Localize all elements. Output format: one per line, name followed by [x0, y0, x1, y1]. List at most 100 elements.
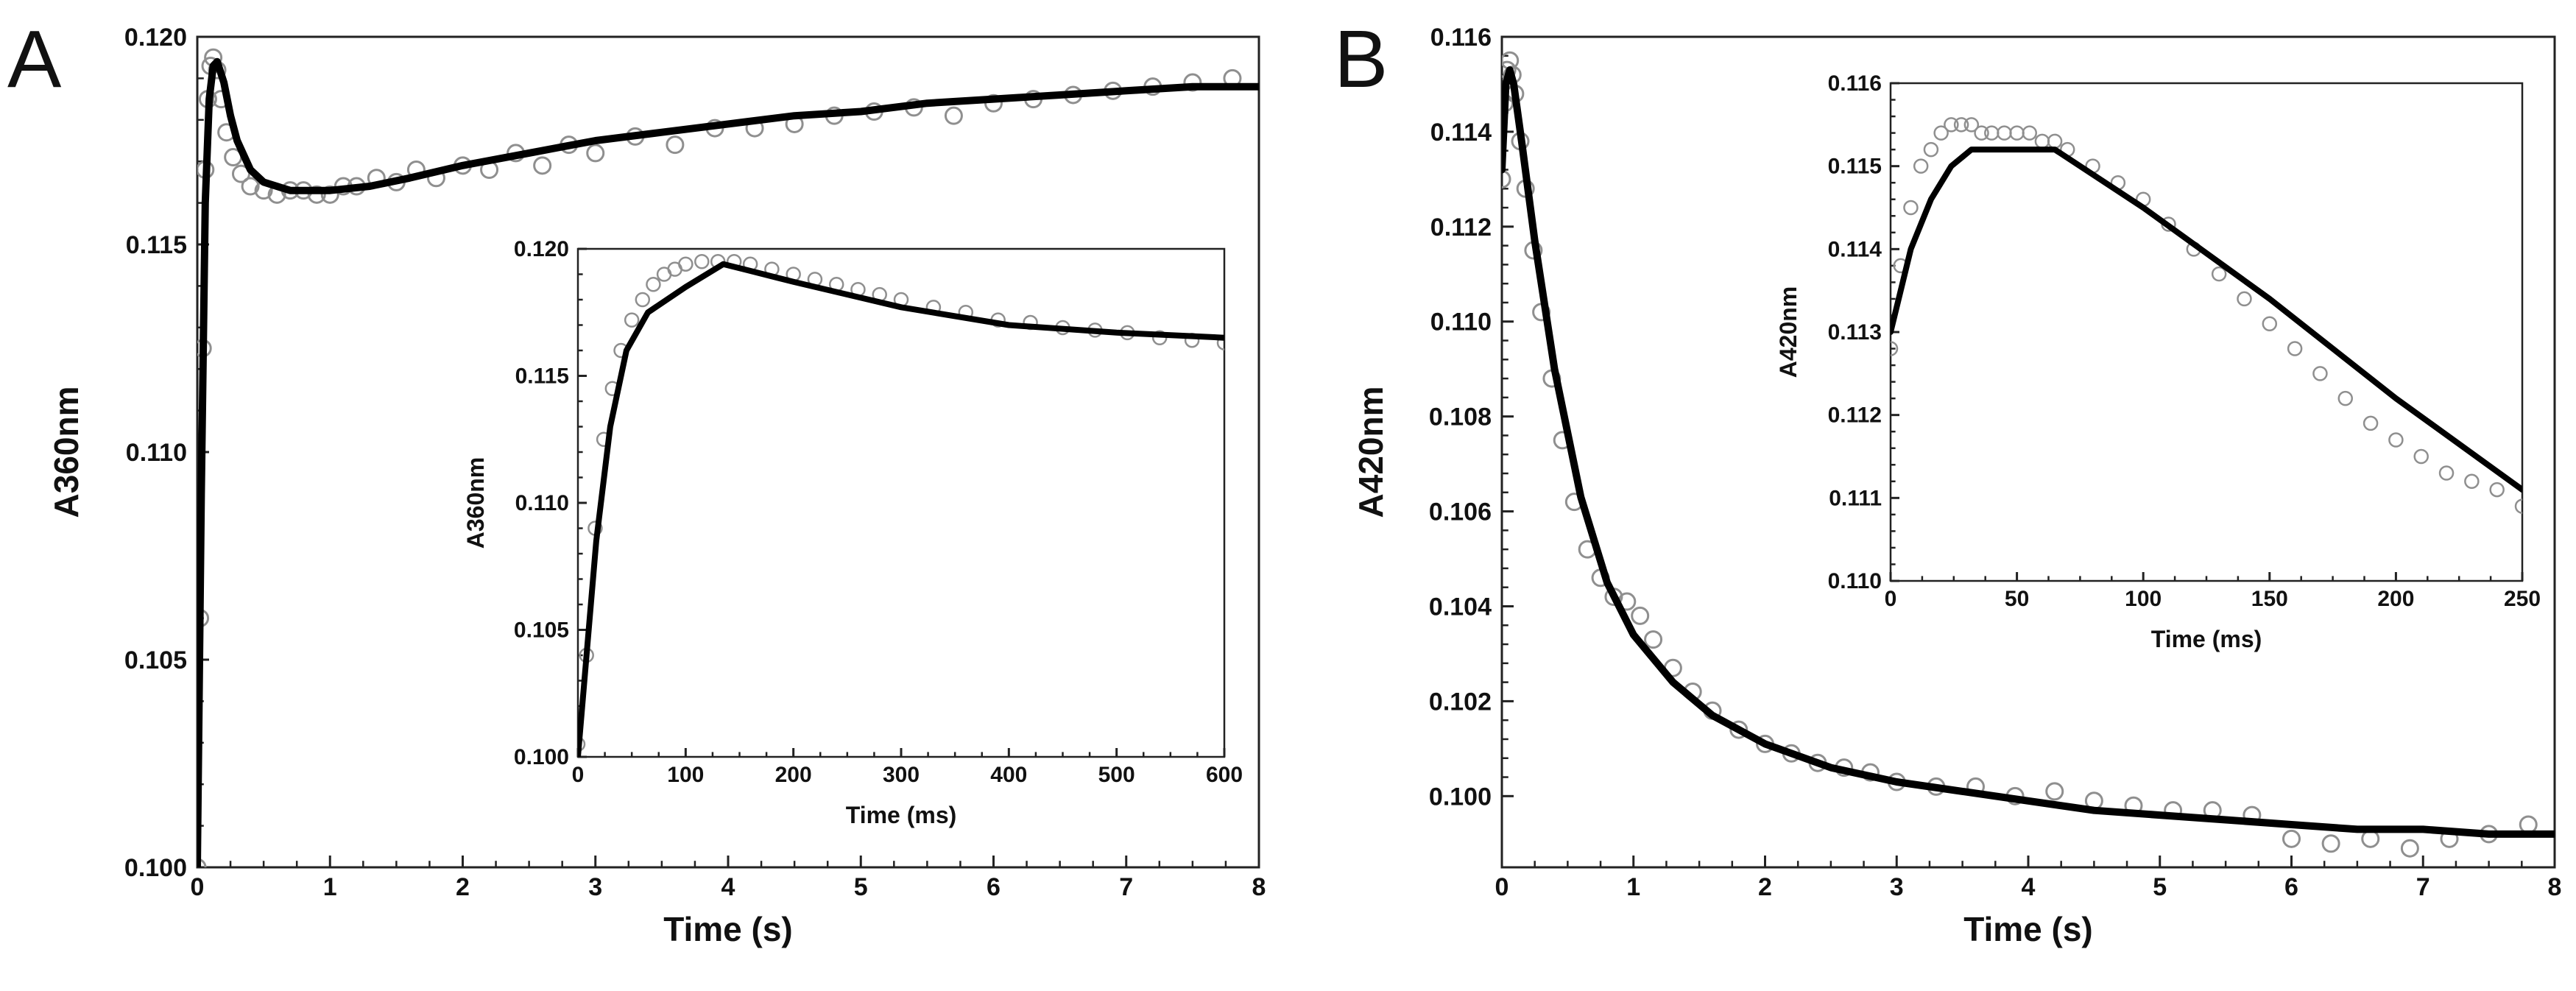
panel-b-main-y-axis-label: A420nm	[1352, 387, 1390, 518]
panel-a-main-data-group	[197, 48, 1259, 867]
panel-b-main-data-point	[1631, 606, 1650, 625]
panel-b-inset-data-point	[2237, 291, 2252, 307]
panel-a-inset-plot: 0 100 200 300 400 500 600 0.100 0.105 0.110 0.115 0…	[462, 237, 1243, 828]
panel-a-main-x-tick-label: 4	[721, 873, 735, 901]
panel-b-inset-data-point	[2262, 316, 2278, 331]
panel-a-inset-y-tick-label: 0.115	[515, 364, 569, 389]
panel-b: B 0 1 2 3 4 5 6 7 8 0.100 0.102 0.104 0.106 0.108 0.11…	[1334, 14, 2561, 948]
panel-a-main-y-tick-label: 0.110	[126, 439, 187, 467]
panel-b-main-x-tick-label: 6	[2284, 873, 2298, 901]
panel-a-inset-x-tick-label: 200	[775, 763, 812, 787]
panel-a-inset-y-tick-label: 0.120	[514, 237, 569, 261]
panel-b-main-data-point	[2400, 839, 2419, 858]
panel-a-main-data-point	[231, 164, 250, 183]
panel-a-inset-data-point	[646, 277, 661, 292]
panel-a-inset-x-tick-label: 0	[572, 763, 585, 787]
panel-a-inset-data-point	[1216, 335, 1224, 350]
panel-b-inset-data-point	[2464, 473, 2480, 490]
panel-b-inset-data-point	[1913, 158, 1929, 174]
panel-b-inset-y-tick-label: 0.111	[1829, 486, 1882, 510]
panel-b-inset-data-point	[2362, 415, 2379, 431]
panel-b-inset-data-point	[1944, 117, 1959, 133]
panel-b-inset-y-axis-label: A420nm	[1775, 286, 1802, 378]
panel-b-main-y-tick-label: 0.104	[1429, 593, 1492, 621]
panel-b-main-plot: 0 1 2 3 4 5 6 7 80.1000.1020.1040.1060.1080.1100…	[1352, 24, 2561, 948]
panel-b-main-data-point	[2282, 829, 2301, 848]
panel-b-main-data-point	[2321, 834, 2340, 853]
panel-b-main-y-tick-label: 0.112	[1430, 214, 1492, 241]
panel-b-main-data-point	[1502, 169, 1511, 188]
panel-a-main-x-axis-label: Time (s)	[663, 910, 793, 948]
panel-b-inset-data-point	[1923, 141, 1939, 158]
panel-b-main-x-tick-label: 3	[1890, 873, 1904, 901]
panel-b-main-y-tick-label: 0.106	[1429, 498, 1492, 526]
panel-b-inset-x-tick-label: 50	[2005, 587, 2029, 611]
panel-b-inset-x-tick-label: 200	[2377, 587, 2414, 611]
panel-b-inset-data-point	[2022, 125, 2038, 141]
panel-b-inset-data-point	[2438, 465, 2455, 481]
panel-b-inset-data-point	[2388, 432, 2404, 448]
panel-a-main-data-point	[533, 156, 552, 175]
panel-a-inset-x-axis-label: Time (ms)	[846, 802, 957, 828]
panel-b-main-x-tick-label: 7	[2416, 873, 2430, 901]
panel-b-main-y-tick-label: 0.114	[1430, 119, 1492, 147]
panel-b-inset-data-point	[2514, 498, 2522, 514]
panel-a-inset-x-tick-label: 300	[883, 763, 920, 787]
panel-b-inset-x-axis-label: Time (ms)	[2151, 626, 2262, 652]
panel-a-main-plot: 0 1 2 3 4 5 6 7 8 0.100 0.105 0.110 0.115 0.120 Time (…	[47, 24, 1266, 948]
panel-b-inset-data-point	[2211, 266, 2227, 282]
panel-a-main-data-point	[307, 185, 326, 204]
panel-b-main-x-tick-label: 1	[1626, 873, 1640, 901]
panel-a-inset-data-point	[678, 256, 694, 272]
panel-b-inset-data-point	[2312, 366, 2328, 381]
panel-a-inset-data-point	[635, 292, 651, 308]
panel-b-main-data-point	[2361, 829, 2380, 848]
panel-b-main-fit-line	[1502, 66, 2555, 838]
panel-b-main-y-tick-label: 0.108	[1429, 403, 1492, 431]
panel-b-inset-fit-line	[1891, 147, 2522, 493]
panel-letter-a: A	[7, 14, 62, 105]
panel-b-inset-data-point	[1891, 341, 1899, 356]
panel-b-inset-x-tick-label: 100	[2125, 587, 2162, 611]
panel-b-main-x-tick-label: 4	[2022, 873, 2036, 901]
panel-b-inset-y-tick-label: 0.115	[1828, 155, 1882, 179]
panel-b-main-data-point	[1644, 630, 1663, 649]
panel-b-inset-data-point	[2337, 390, 2354, 406]
panel-a-main-data-point	[241, 177, 260, 196]
panel-b-main-y-tick-label: 0.110	[1430, 308, 1492, 336]
panel-a-main-x-tick-label: 7	[1119, 873, 1133, 901]
panel-letter-b: B	[1334, 14, 1388, 105]
panel-b-inset-x-tick-label: 0	[1885, 587, 1897, 611]
panel-b-inset-y-tick-label: 0.116	[1828, 71, 1882, 96]
panel-a: A 0 1 2 3 4 5 6 7 8 0.100 0.105 0.110 0.115 0.120 Time…	[7, 14, 1266, 948]
panel-b-main-y-tick-label: 0.102	[1429, 688, 1492, 716]
panel-a-inset-y-tick-label: 0.100	[514, 745, 569, 769]
panel-b-inset-data-point	[1963, 117, 1980, 133]
panel-a-main-y-tick-label: 0.105	[124, 646, 187, 674]
panel-b-main-x-tick-label: 8	[2548, 873, 2562, 901]
panel-b-main-data-point	[2045, 782, 2064, 801]
panel-a-main-x-tick-label: 6	[987, 873, 1001, 901]
panel-b-main-y-tick-label: 0.100	[1429, 783, 1492, 811]
panel-a-main-y-tick-label: 0.100	[124, 854, 187, 882]
panel-a-main-x-tick-label: 1	[323, 873, 337, 901]
panel-a-main-data-point	[666, 135, 685, 155]
panel-a-main-x-tick-label: 8	[1252, 873, 1266, 901]
panel-b-main-y-tick-label: 0.116	[1430, 24, 1492, 52]
panel-a-inset-data-point	[624, 312, 640, 328]
panel-a-main-x-tick-label: 0	[191, 873, 205, 901]
panel-a-inset-y-tick-label: 0.110	[515, 491, 569, 515]
panel-b-main-data-point	[2519, 815, 2538, 834]
panel-a-inset-data-group	[578, 254, 1224, 757]
panel-b-inset-data-point	[2413, 448, 2429, 465]
panel-a-main-x-tick-label: 5	[854, 873, 868, 901]
panel-a-inset-y-axis-label: A360nm	[462, 457, 489, 549]
panel-b-inset-x-tick-label: 150	[2251, 587, 2288, 611]
panel-a-main-y-tick-label: 0.120	[124, 24, 187, 52]
panel-a-inset-background	[578, 249, 1224, 757]
panel-b-inset-x-tick-label: 250	[2504, 587, 2541, 611]
panel-b-main-x-tick-label: 5	[2153, 873, 2167, 901]
panel-a-inset-data-point	[694, 254, 710, 269]
panel-b-main-x-axis-label: Time (s)	[1963, 910, 2093, 948]
panel-a-inset-fit-line	[578, 261, 1224, 757]
